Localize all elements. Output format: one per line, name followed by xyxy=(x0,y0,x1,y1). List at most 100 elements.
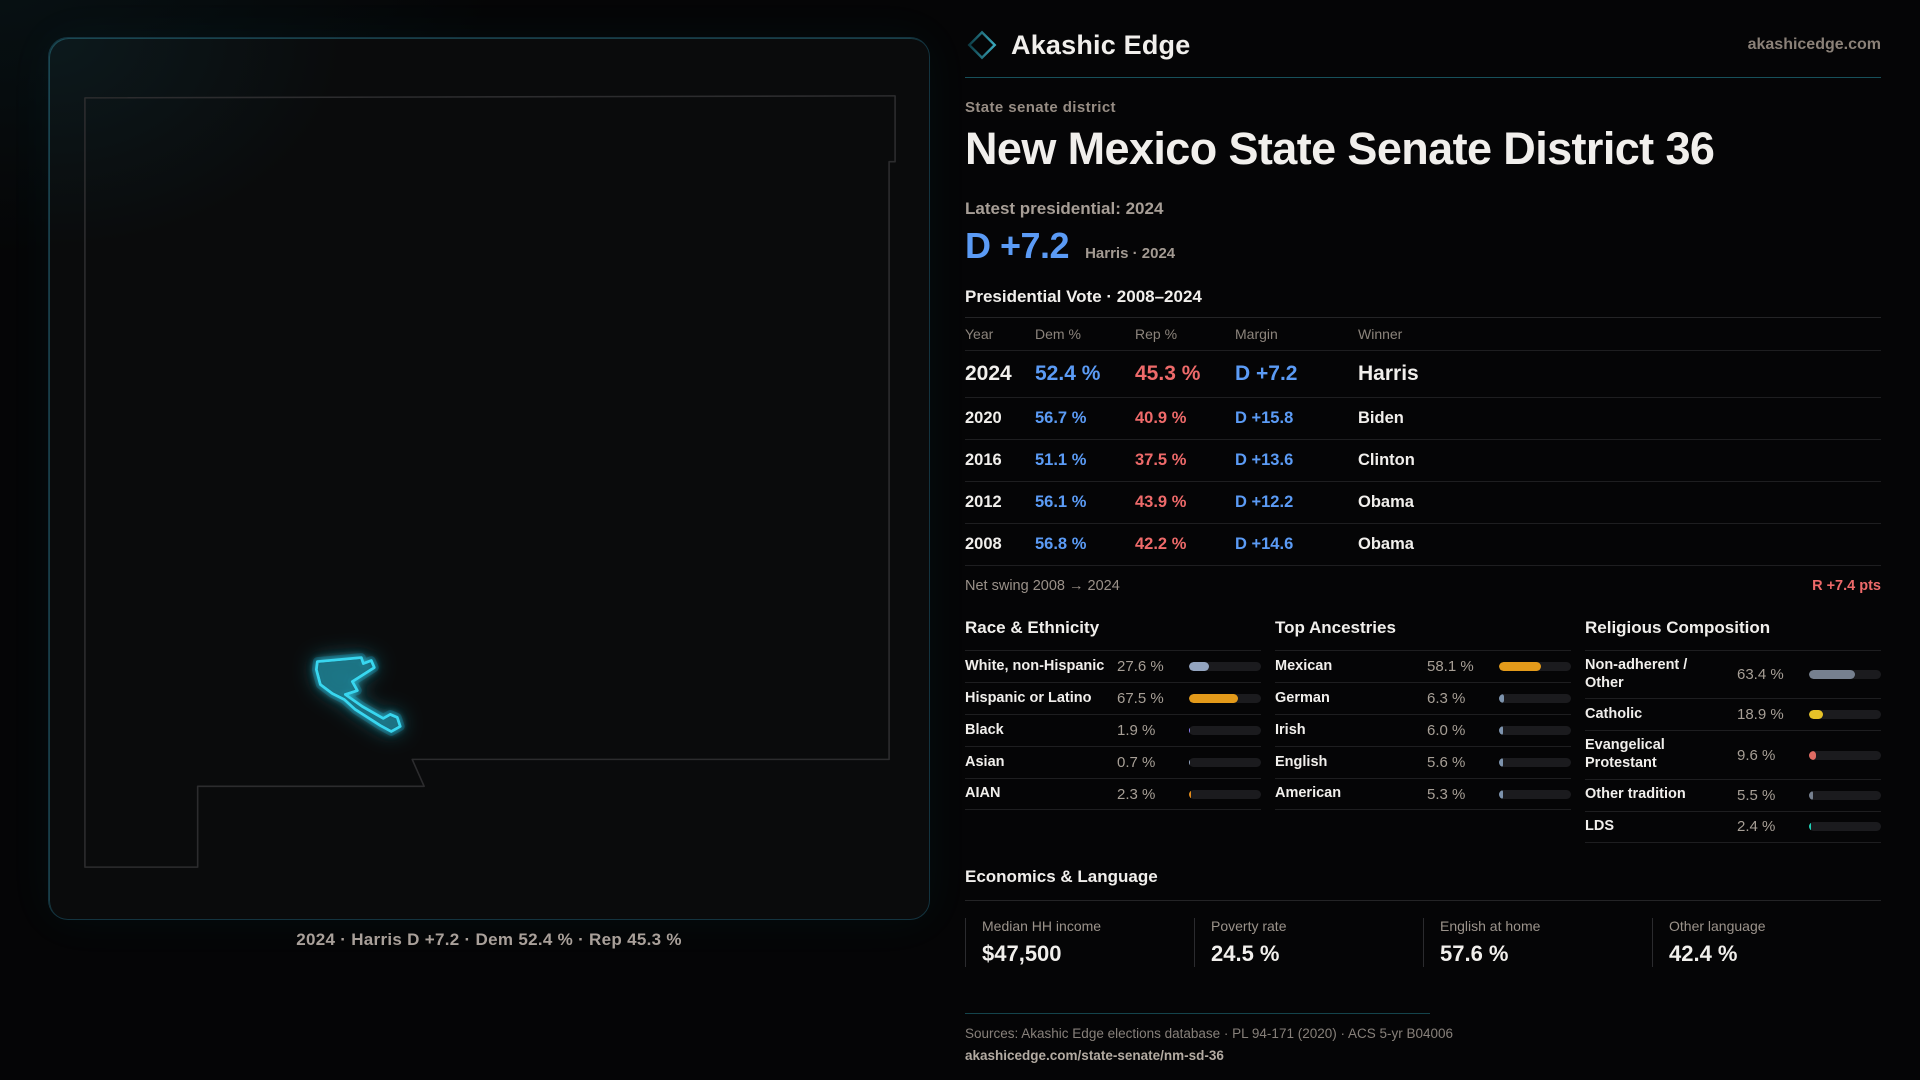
demo-label: AIAN xyxy=(965,785,1001,802)
section-top-ancestries: Top Ancestries Mexican 58.1 % German 6.3… xyxy=(1275,610,1571,843)
cell-winner: Obama xyxy=(1358,535,1414,553)
cell-margin: D +12.2 xyxy=(1235,493,1294,511)
list-item: German 6.3 % xyxy=(1275,682,1571,714)
bar xyxy=(1189,694,1261,703)
demo-value: 6.3 % xyxy=(1427,690,1466,707)
bar xyxy=(1499,726,1571,735)
demo-value: 27.6 % xyxy=(1117,658,1164,675)
vote-table: Year Dem % Rep % Margin Winner 2024 52.4… xyxy=(965,317,1881,566)
stat-value: 42.4 % xyxy=(1669,940,1738,966)
economics-stats: Median HH income $47,500 Poverty rate 24… xyxy=(965,917,1881,967)
bar xyxy=(1499,758,1571,767)
bar xyxy=(1499,662,1571,671)
list-item: Black 1.9 % xyxy=(965,714,1261,746)
section-title: Religious Composition xyxy=(1585,618,1771,637)
list-item: Evangelical Protestant 9.6 % xyxy=(1585,730,1881,778)
demo-value: 58.1 % xyxy=(1427,658,1474,675)
sources-text: Sources: Akashic Edge elections database… xyxy=(965,1025,1454,1041)
demo-value: 2.4 % xyxy=(1737,818,1776,836)
cell-rep: 37.5 % xyxy=(1135,451,1187,469)
demo-label: Hispanic or Latino xyxy=(965,689,1092,706)
permalink[interactable]: akashicedge.com/state-senate/nm-sd-36 xyxy=(965,1047,1224,1063)
list-item: Mexican 58.1 % xyxy=(1275,650,1571,682)
brand-name: Akashic Edge xyxy=(1011,29,1191,60)
col-year: Year xyxy=(965,326,994,342)
section-religious-composition: Religious Composition Non-adherent / Oth… xyxy=(1585,610,1881,843)
stat-median-hh-income: Median HH income $47,500 xyxy=(965,917,1194,967)
demo-value: 5.3 % xyxy=(1427,785,1466,803)
latest-presidential-label: Latest presidential: 2024 xyxy=(965,199,1164,218)
bar xyxy=(1499,694,1571,703)
section-title: Top Ancestries xyxy=(1275,618,1396,637)
cell-margin: D +13.6 xyxy=(1235,451,1294,469)
demo-label: LDS xyxy=(1585,817,1614,834)
demo-value: 0.7 % xyxy=(1117,754,1156,771)
page-title: New Mexico State Senate District 36 xyxy=(965,123,1715,174)
list-item: Asian 0.7 % xyxy=(965,746,1261,778)
cell-winner: Harris xyxy=(1358,362,1419,385)
detail-panel: Akashic Edge akashicedge.com State senat… xyxy=(965,28,1881,1063)
bar xyxy=(1189,726,1261,735)
margin-row: D +7.2 Harris · 2024 xyxy=(965,225,1881,267)
list-item: American 5.3 % xyxy=(1275,778,1571,810)
table-row: 2020 56.7 % 40.9 % D +15.8 Biden xyxy=(965,398,1881,440)
cell-winner: Biden xyxy=(1358,409,1404,427)
demo-label: Non-adherent / Other xyxy=(1585,657,1688,691)
stat-label: Other language xyxy=(1669,917,1766,934)
cell-winner: Clinton xyxy=(1358,451,1415,469)
stat-label: Poverty rate xyxy=(1211,917,1287,934)
col-winner: Winner xyxy=(1358,326,1403,342)
list-item: White, non-Hispanic 27.6 % xyxy=(965,650,1261,682)
list-item: Catholic 18.9 % xyxy=(1585,698,1881,730)
list-item: LDS 2.4 % xyxy=(1585,810,1881,843)
stat-english-at-home: English at home 57.6 % xyxy=(1423,917,1652,967)
diamond-logo-icon xyxy=(967,30,997,60)
demo-value: 6.0 % xyxy=(1427,722,1466,739)
vote-table-header: Year Dem % Rep % Margin Winner xyxy=(965,318,1881,351)
col-rep: Rep % xyxy=(1135,326,1178,342)
demo-label: German xyxy=(1275,689,1330,706)
list-item: Hispanic or Latino 67.5 % xyxy=(965,682,1261,714)
list-item: Non-adherent / Other 63.4 % xyxy=(1585,650,1881,698)
demo-value: 63.4 % xyxy=(1737,666,1784,684)
demo-value: 18.9 % xyxy=(1737,706,1784,724)
bar xyxy=(1189,758,1261,767)
brand-domain-link[interactable]: akashicedge.com xyxy=(1747,36,1881,53)
list-item: AIAN 2.3 % xyxy=(965,778,1261,810)
table-row: 2008 56.8 % 42.2 % D +14.6 Obama xyxy=(965,524,1881,566)
vote-table-title: Presidential Vote · 2008–2024 xyxy=(965,287,1202,306)
demo-label: Other tradition xyxy=(1585,786,1686,803)
new-mexico-map xyxy=(84,95,896,868)
cell-dem: 56.1 % xyxy=(1035,493,1087,511)
demo-value: 5.5 % xyxy=(1737,786,1776,804)
stat-label: Median HH income xyxy=(982,917,1102,934)
section-title: Race & Ethnicity xyxy=(965,618,1100,637)
bar xyxy=(1809,670,1881,680)
net-swing-value: R +7.4 pts xyxy=(1812,578,1881,594)
cell-margin: D +14.6 xyxy=(1235,535,1294,553)
footer-divider xyxy=(965,1012,1430,1014)
col-margin: Margin xyxy=(1235,326,1278,342)
cell-rep: 40.9 % xyxy=(1135,409,1187,427)
district-shape xyxy=(314,656,402,733)
cell-rep: 45.3 % xyxy=(1135,362,1201,385)
cell-year: 2024 xyxy=(965,362,1012,385)
demo-label: Irish xyxy=(1275,721,1306,738)
demo-label: Asian xyxy=(965,753,1005,770)
net-swing-row: Net swing 2008 → 2024 R +7.4 pts xyxy=(965,566,1881,604)
margin-detail: Harris · 2024 xyxy=(1085,245,1176,262)
stat-label: English at home xyxy=(1440,917,1541,934)
demo-label: Evangelical Protestant xyxy=(1585,737,1665,772)
cell-year: 2008 xyxy=(965,535,1002,553)
cell-margin: D +15.8 xyxy=(1235,409,1294,427)
margin-value: D +7.2 xyxy=(965,225,1070,266)
stat-value: 57.6 % xyxy=(1440,940,1509,966)
demo-label: White, non-Hispanic xyxy=(965,657,1105,674)
footer: Sources: Akashic Edge elections database… xyxy=(965,1012,1881,1063)
list-item: Other tradition 5.5 % xyxy=(1585,778,1881,811)
demo-value: 1.9 % xyxy=(1117,722,1156,739)
table-row: 2024 52.4 % 45.3 % D +7.2 Harris xyxy=(965,351,1881,398)
demo-label: Black xyxy=(965,721,1004,738)
cell-margin: D +7.2 xyxy=(1235,362,1298,385)
